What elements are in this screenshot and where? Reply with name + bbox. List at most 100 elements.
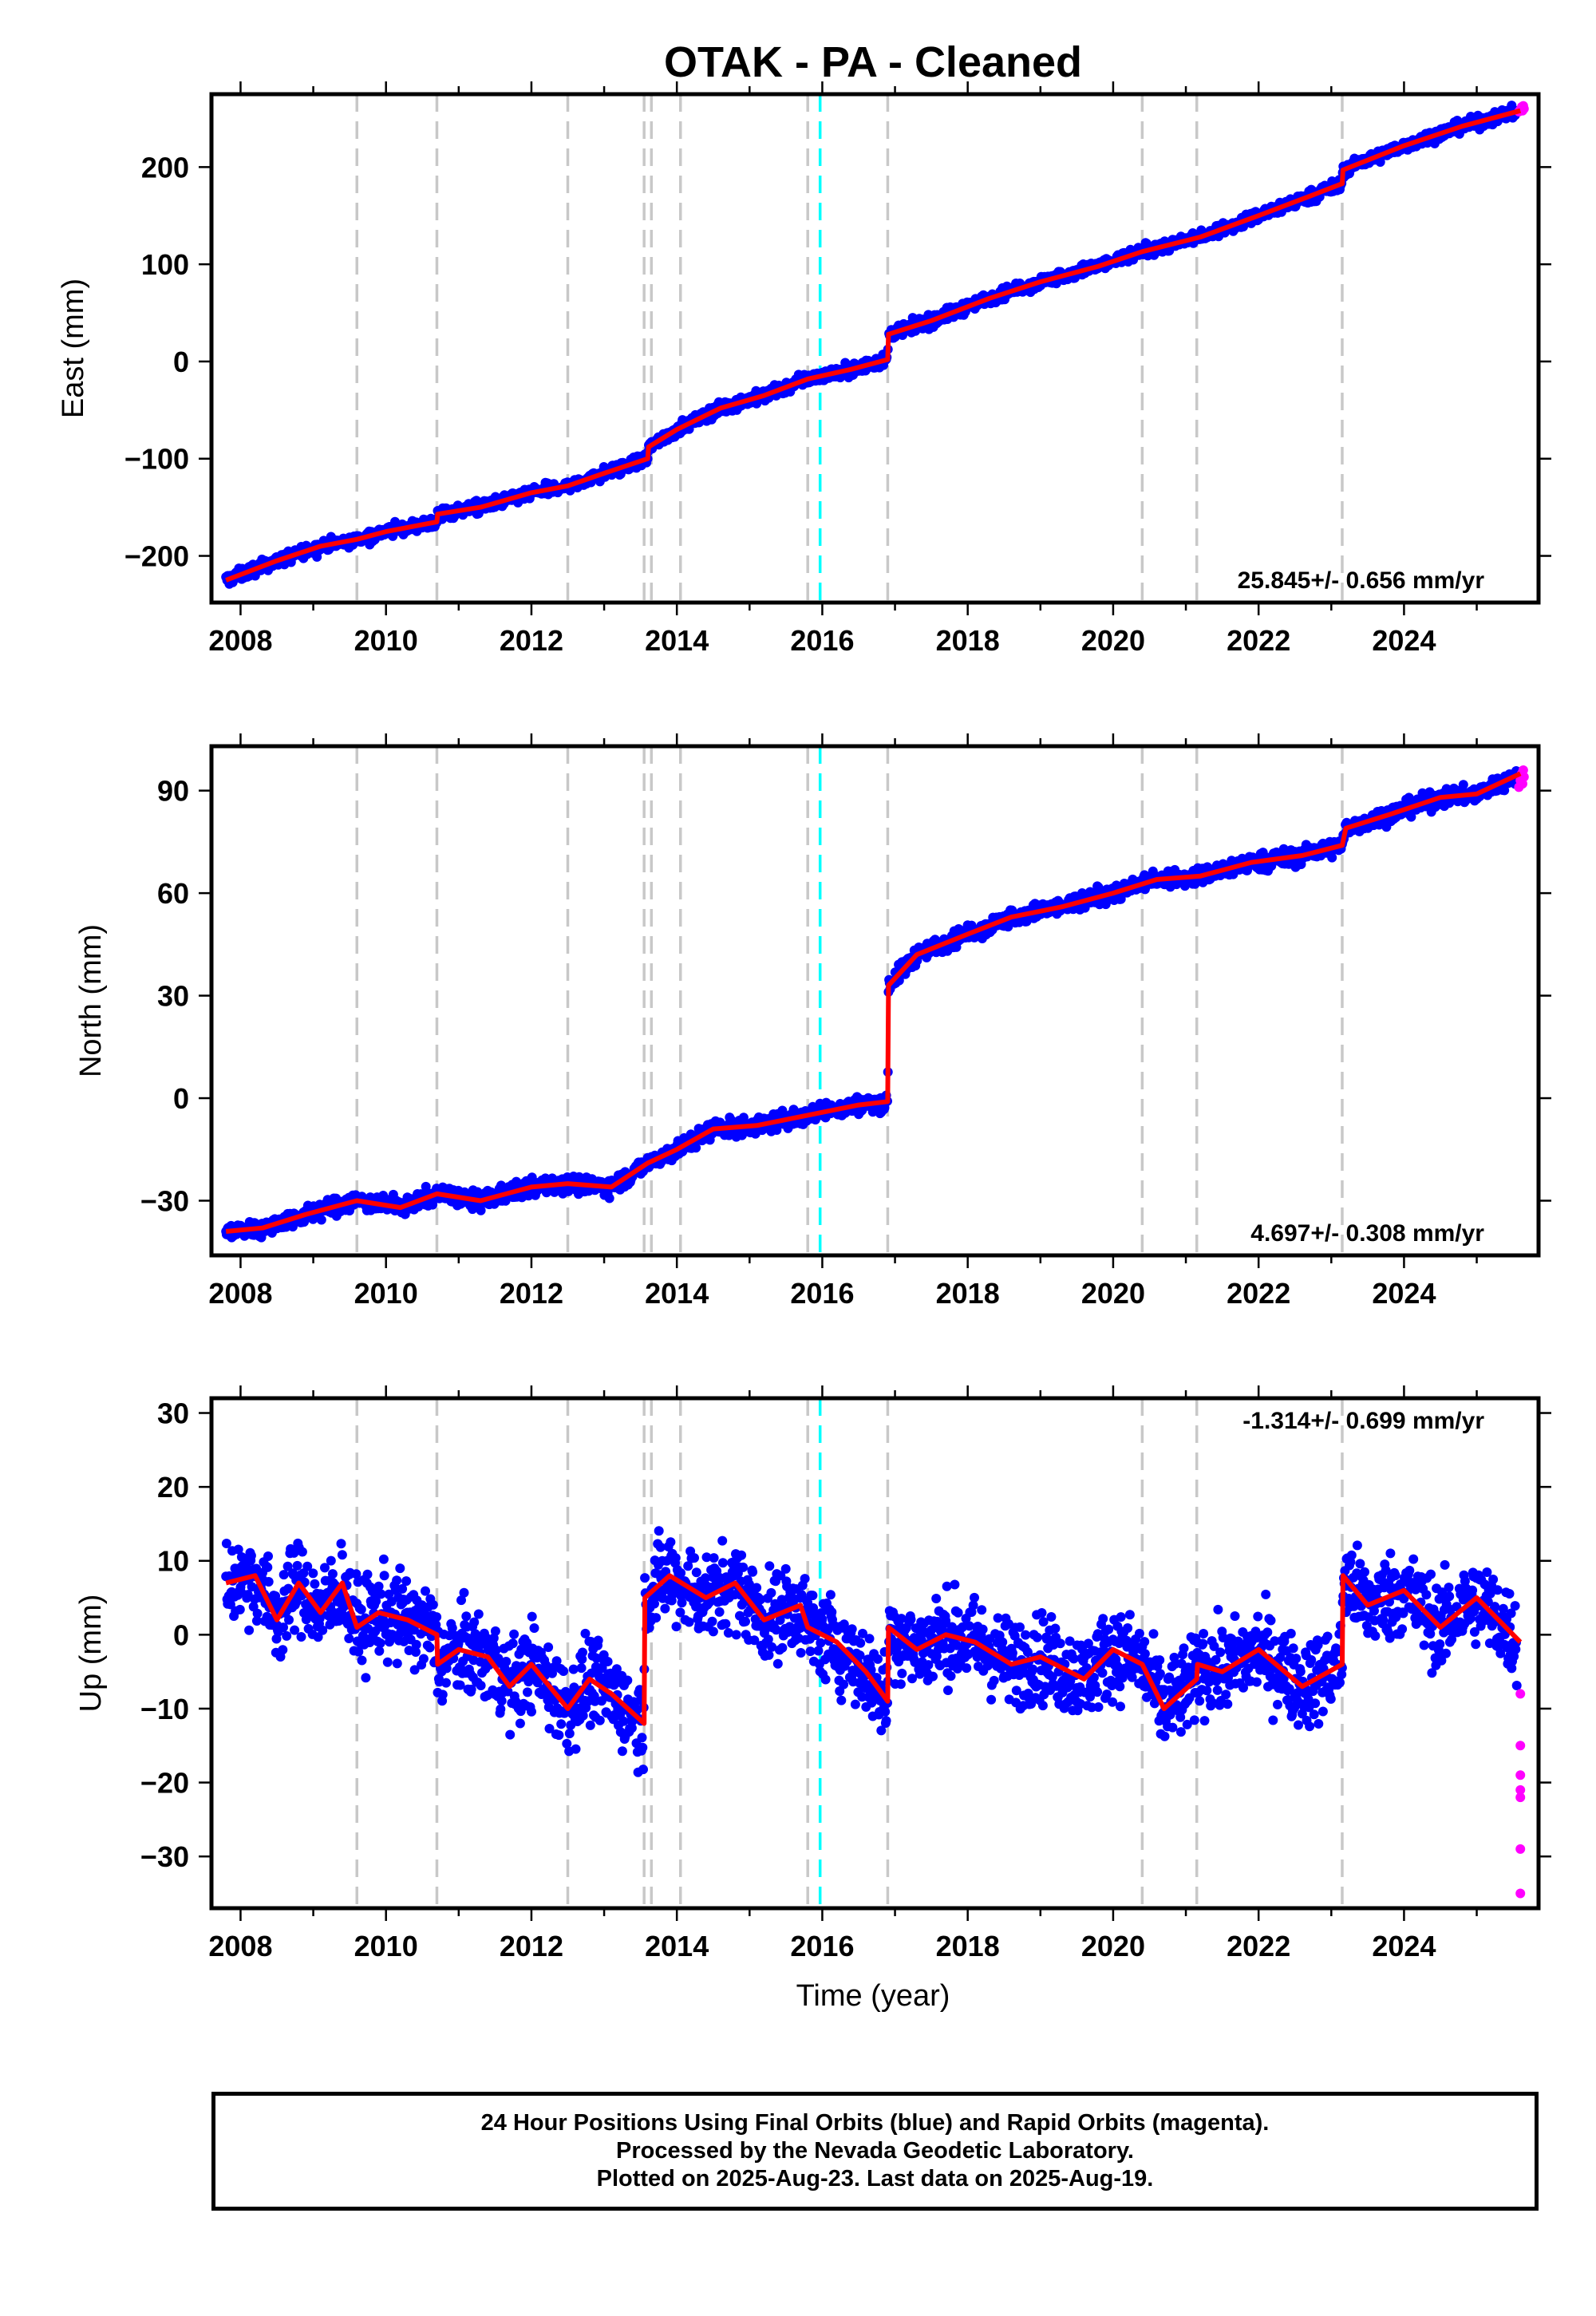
data-point bbox=[503, 1686, 513, 1697]
data-point bbox=[421, 1586, 430, 1596]
data-point bbox=[292, 1560, 302, 1571]
data-point bbox=[476, 1681, 486, 1690]
data-point bbox=[473, 1609, 484, 1619]
x-tick-label: 2014 bbox=[645, 624, 709, 657]
final-orbit-points bbox=[221, 766, 1522, 1243]
data-point bbox=[225, 1599, 235, 1610]
x-tick-label: 2020 bbox=[1081, 624, 1145, 657]
panels: 2008 2010 2012 2014 2016 2018 2020 2022 2024 −200… bbox=[57, 81, 1551, 1962]
data-point bbox=[365, 1638, 375, 1647]
data-point bbox=[221, 1539, 231, 1548]
final-orbit-points bbox=[221, 1526, 1522, 1777]
data-point bbox=[421, 1181, 431, 1192]
data-point bbox=[456, 1595, 466, 1606]
data-point bbox=[233, 1544, 243, 1555]
y-tick-label: −30 bbox=[140, 1184, 189, 1217]
y-tick-label: 0 bbox=[173, 346, 189, 378]
data-point bbox=[1404, 792, 1414, 803]
data-point bbox=[392, 1658, 402, 1669]
data-point bbox=[401, 1576, 412, 1587]
data-point bbox=[777, 1105, 788, 1116]
panel-east: 2008 2010 2012 2014 2016 2018 2020 2022 2024−200… bbox=[57, 81, 1551, 657]
data-point bbox=[441, 1678, 451, 1688]
data-point bbox=[354, 1646, 364, 1657]
data-point bbox=[425, 1642, 435, 1653]
data-point bbox=[313, 1632, 323, 1642]
data-point bbox=[316, 1215, 326, 1225]
data-point bbox=[1003, 922, 1013, 932]
data-point bbox=[279, 1622, 288, 1633]
data-point bbox=[279, 1570, 289, 1580]
x-tick-label: 2018 bbox=[936, 624, 1000, 657]
data-point bbox=[235, 1604, 245, 1614]
data-point bbox=[282, 1630, 292, 1641]
y-axis-title: North (mm) bbox=[74, 924, 108, 1077]
plot-frame bbox=[209, 92, 1541, 605]
data-point bbox=[476, 1205, 486, 1215]
data-point bbox=[271, 1591, 281, 1601]
panel-up: 2008 2010 2012 2014 2016 2018 2020 2022 2024−30−… bbox=[74, 1385, 1551, 1962]
data-point bbox=[432, 1612, 442, 1622]
data-point bbox=[515, 1718, 525, 1729]
data-point bbox=[327, 1569, 338, 1579]
data-point bbox=[411, 1647, 421, 1657]
y-tick-label: 60 bbox=[157, 877, 189, 910]
x-tick-label: 2022 bbox=[1227, 624, 1290, 657]
y-tick-label: −100 bbox=[124, 443, 189, 476]
data-point bbox=[247, 1582, 257, 1592]
data-point bbox=[418, 1654, 429, 1664]
y-tick-label: 0 bbox=[173, 1082, 189, 1115]
data-point bbox=[1327, 852, 1337, 863]
data-point bbox=[379, 1571, 389, 1581]
panel-north: 2008 2010 2012 2014 2016 2018 2020 2022 2024−300… bbox=[74, 733, 1551, 1310]
data-point bbox=[244, 1625, 255, 1635]
data-point bbox=[505, 1729, 516, 1740]
rate-annotation: 25.845+/- 0.656 mm/yr bbox=[1238, 567, 1485, 594]
data-point bbox=[302, 1561, 313, 1571]
data-point bbox=[461, 1611, 472, 1622]
data-point bbox=[282, 1561, 293, 1571]
data-point bbox=[382, 1657, 393, 1667]
data-point bbox=[1266, 861, 1277, 871]
rapid-orbit-point bbox=[1519, 104, 1529, 114]
data-point bbox=[395, 1563, 405, 1574]
data-point bbox=[496, 1704, 506, 1714]
x-tick-label: 2012 bbox=[500, 1277, 563, 1310]
x-tick-label: 2020 bbox=[1081, 1277, 1145, 1310]
data-point bbox=[469, 1617, 480, 1627]
rate-annotation: 4.697+/- 0.308 mm/yr bbox=[1250, 1220, 1484, 1247]
data-point bbox=[297, 1547, 307, 1557]
data-point bbox=[375, 1638, 385, 1648]
data-point bbox=[344, 1634, 354, 1643]
model-line bbox=[225, 771, 1522, 1234]
rapid-orbit-point bbox=[1519, 772, 1529, 782]
data-point bbox=[378, 1554, 389, 1564]
data-point bbox=[336, 1539, 346, 1549]
data-point bbox=[246, 1551, 256, 1561]
data-point bbox=[351, 1569, 361, 1579]
x-tick-label: 2010 bbox=[354, 1277, 418, 1310]
data-point bbox=[371, 1596, 381, 1607]
final-orbit-points bbox=[221, 101, 1522, 589]
x-tick-label: 2014 bbox=[645, 1277, 709, 1310]
data-point bbox=[441, 1663, 452, 1674]
data-point bbox=[251, 1616, 262, 1626]
data-point bbox=[374, 1646, 385, 1656]
data-point bbox=[447, 1623, 457, 1633]
model-line bbox=[225, 108, 1521, 583]
data-point bbox=[326, 1555, 336, 1566]
plot-frame bbox=[209, 744, 1541, 1258]
data-point bbox=[263, 1577, 274, 1587]
x-tick-label: 2016 bbox=[790, 1277, 854, 1310]
x-tick-label: 2024 bbox=[1372, 1277, 1436, 1310]
x-tick-label: 2022 bbox=[1227, 1277, 1290, 1310]
data-point bbox=[243, 1590, 253, 1600]
x-tick-label: 2008 bbox=[208, 1277, 272, 1310]
y-tick-label: −200 bbox=[124, 540, 189, 573]
data-point bbox=[263, 1551, 273, 1561]
data-point bbox=[509, 1629, 519, 1639]
data-point bbox=[411, 1639, 421, 1650]
x-tick-label: 2024 bbox=[1372, 624, 1436, 657]
data-point bbox=[1499, 785, 1510, 796]
